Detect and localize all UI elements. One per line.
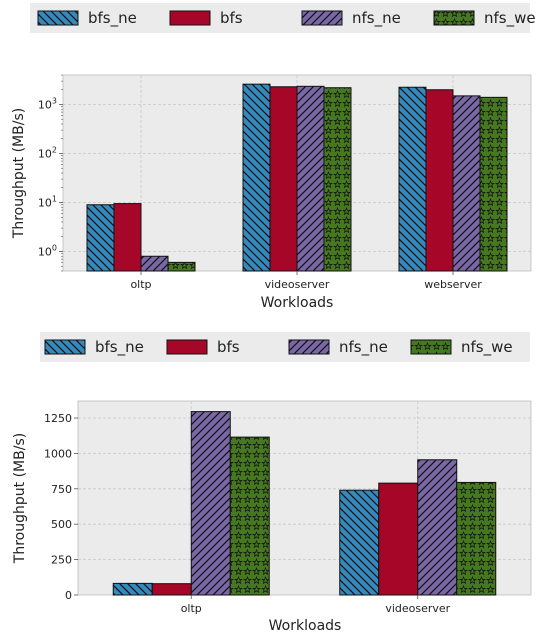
y-tick-label: 0 — [65, 589, 72, 602]
x-axis-label: Workloads — [261, 295, 334, 311]
bar-bfs_ne-oltp — [112, 582, 153, 596]
bar-nfs_ne-oltp — [190, 411, 231, 596]
legend-swatch-bfs — [166, 339, 208, 355]
bars — [86, 83, 508, 272]
legend-swatch-bfs_ne — [44, 339, 86, 355]
bar-nfs_ne-videoserver — [417, 459, 458, 596]
legend-label-nfs_ne: nfs_ne — [352, 9, 401, 28]
legend-swatch-bfs_ne — [37, 10, 79, 26]
y-tick-label: 103 — [38, 97, 57, 112]
legend-label-nfs_we: nfs_we — [461, 338, 513, 357]
bar-bfs-videoserver — [378, 482, 419, 596]
legend-label-nfs_we: nfs_we — [484, 9, 536, 28]
x-axis-label: Workloads — [269, 618, 342, 634]
bar-nfs_we-videoserver — [323, 87, 352, 272]
y-tick-label: 101 — [38, 195, 57, 210]
legend-swatch-bfs — [169, 10, 211, 26]
x-tick-label: oltp — [181, 602, 202, 615]
bar-nfs_ne-oltp — [140, 255, 169, 272]
bar-nfs_we-oltp — [229, 436, 270, 596]
legend-top: bfs_ne bfs nfs_ne nfs_we — [40, 332, 530, 362]
y-ticks: 100 101 102 103 — [38, 74, 63, 272]
legend-swatch-nfs_ne — [288, 339, 330, 355]
y-tick-label: 102 — [38, 146, 57, 161]
bars — [112, 411, 497, 596]
y-tick-label: 750 — [51, 483, 72, 496]
y-tick-label: 250 — [51, 554, 72, 567]
legend-swatch-nfs_ne — [301, 10, 343, 26]
bar-bfs_ne-videoserver — [339, 489, 380, 596]
x-tick-label: webserver — [424, 278, 482, 291]
x-tick-label: videoserver — [385, 602, 450, 615]
y-tick-label: 1250 — [44, 412, 72, 425]
x-ticks: oltp videoserver webserver — [130, 271, 482, 291]
y-axis-label: Throughput (MB/s) — [12, 433, 28, 564]
bar-bfs-oltp — [151, 583, 192, 596]
bar-nfs_ne-videoserver — [296, 85, 325, 272]
chart-linear-throughput: bfs_ne bfs nfs_ne nfs_we 0 250 500 750 1000 1250… — [12, 332, 532, 634]
y-ticks: 0 250 500 750 1000 1250 — [44, 412, 78, 602]
bar-nfs_we-webserver — [479, 96, 508, 272]
legend-label-bfs_ne: bfs_ne — [95, 338, 144, 357]
bar-bfs_ne-oltp — [86, 204, 115, 272]
bar-nfs_we-oltp — [167, 261, 196, 272]
legend-label-nfs_ne: nfs_ne — [339, 338, 388, 357]
chart-log-throughput: bfs_ne bfs nfs_ne nfs_we 100 101 102 103 oltp v… — [11, 3, 536, 311]
bar-bfs_ne-webserver — [398, 86, 427, 272]
legend-label-bfs: bfs — [217, 338, 240, 356]
bar-nfs_ne-webserver — [452, 95, 481, 272]
y-tick-label: 1000 — [44, 447, 72, 460]
x-ticks: oltp videoserver — [181, 595, 451, 615]
x-tick-label: videoserver — [265, 278, 330, 291]
bar-bfs-videoserver — [269, 86, 298, 272]
x-tick-label: oltp — [130, 278, 151, 291]
legend-swatch-nfs_we — [433, 10, 475, 26]
legend-swatch-nfs_we — [410, 339, 452, 355]
legend-label-bfs_ne: bfs_ne — [88, 9, 137, 28]
y-tick-label: 100 — [38, 244, 57, 259]
bar-bfs-oltp — [113, 203, 142, 272]
bar-bfs-webserver — [425, 89, 454, 272]
bar-nfs_we-videoserver — [456, 481, 497, 596]
legend-top: bfs_ne bfs nfs_ne nfs_we — [30, 3, 536, 33]
legend-label-bfs: bfs — [220, 9, 243, 27]
bar-bfs_ne-videoserver — [242, 83, 271, 272]
y-axis-label: Throughput (MB/s) — [11, 108, 27, 239]
y-tick-label: 500 — [51, 518, 72, 531]
